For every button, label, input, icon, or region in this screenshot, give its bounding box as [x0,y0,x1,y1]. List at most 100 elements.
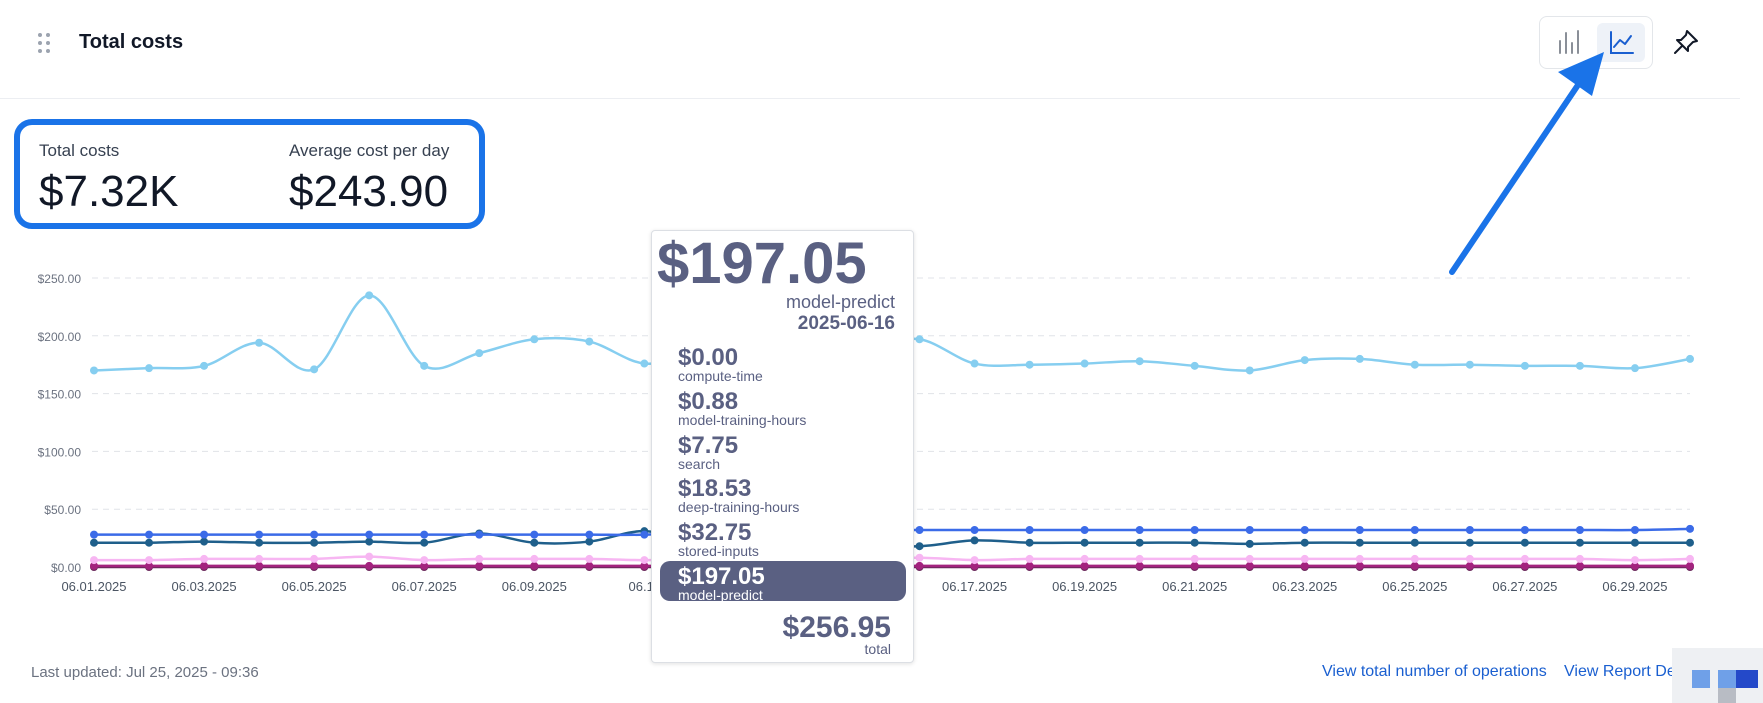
data-point-search [255,554,264,563]
data-point-search [1410,554,1419,563]
data-point-search [530,554,539,563]
data-point-deep-training-hours [585,537,594,546]
chart-tooltip: $197.05 model-predict 2025-06-16 $0.00 co… [651,230,914,663]
data-point-stored-inputs [1300,526,1309,535]
data-point-model-predict [1410,360,1419,369]
data-point-model-predict [1630,364,1639,373]
data-point-model-training-hours [90,561,98,570]
data-point-stored-inputs [1686,524,1694,533]
data-point-search [1575,554,1584,563]
data-point-stored-inputs [200,530,209,539]
data-point-search [1190,554,1199,563]
view-report-link[interactable]: View Report De [1564,663,1676,680]
data-point-stored-inputs [145,530,154,539]
data-point-deep-training-hours [1410,538,1419,547]
data-point-model-predict [90,366,98,375]
x-tick-label: 06.19.2025 [1052,579,1117,594]
data-point-deep-training-hours [365,537,374,546]
data-point-model-training-hours [365,561,374,570]
tooltip-item: $18.53 deep-training-hours [678,475,800,515]
data-point-search [1300,554,1309,563]
data-point-deep-training-hours [1686,538,1694,547]
data-point-stored-inputs [585,530,594,539]
data-point-model-predict [310,365,319,374]
data-point-stored-inputs [90,530,98,539]
tooltip-series: model-predict [785,292,895,312]
data-point-search [365,552,374,561]
kpi-highlight-box: Total costs $7.32K Average cost per day … [14,119,485,229]
chart-type-toggle [1539,16,1653,69]
data-point-search [1630,556,1639,565]
data-point-search [145,556,154,565]
data-point-deep-training-hours [255,538,264,547]
tooltip-date: 2025-06-16 [797,313,895,334]
data-point-deep-training-hours [530,538,539,547]
x-tick-label: 06.09.2025 [502,579,567,594]
data-point-model-training-hours [255,561,264,570]
data-point-search [1245,554,1254,563]
data-point-deep-training-hours [1245,539,1254,548]
data-point-model-predict [585,337,594,346]
data-point-search [640,556,649,565]
data-point-deep-training-hours [1135,538,1144,547]
data-point-model-training-hours [310,561,319,570]
drag-handle-icon[interactable] [38,33,52,53]
data-point-model-training-hours [1190,561,1199,570]
data-point-model-training-hours [200,561,209,570]
line-chart-button[interactable] [1597,23,1645,62]
tooltip-item-highlighted: $197.05 model-predict [678,563,765,603]
bar-chart-button[interactable] [1546,23,1594,62]
data-point-deep-training-hours [1465,538,1474,547]
tooltip-item: $0.00 compute-time [678,344,763,384]
tooltip-item: $0.88 model-training-hours [678,388,807,428]
data-point-deep-training-hours [1080,538,1089,547]
data-point-model-predict [1686,354,1694,363]
tooltip-total: $256.95 [782,611,891,644]
data-point-model-predict [1520,361,1529,370]
data-point-deep-training-hours [1520,538,1529,547]
data-point-deep-training-hours [1630,538,1639,547]
data-point-model-training-hours [1575,561,1584,570]
tooltip-total-label: total [864,641,891,657]
data-point-model-training-hours [1300,561,1309,570]
x-tick-label: 06.25.2025 [1382,579,1447,594]
data-point-model-training-hours [475,561,484,570]
pin-button[interactable] [1671,27,1701,57]
y-tick-label: $100.00 [38,445,82,459]
y-tick-label: $250.00 [38,272,82,286]
data-point-deep-training-hours [310,538,319,547]
data-point-model-training-hours [145,561,154,570]
data-point-deep-training-hours [145,538,154,547]
view-operations-link[interactable]: View total number of operations [1322,663,1547,680]
data-point-stored-inputs [420,530,429,539]
data-point-model-predict [1465,360,1474,369]
data-point-deep-training-hours [1300,538,1309,547]
data-point-model-training-hours [1465,561,1474,570]
data-point-model-training-hours [1245,561,1254,570]
x-tick-label: 06.03.2025 [172,579,237,594]
data-point-search [475,554,484,563]
y-tick-label: $0.00 [51,561,81,575]
page-title: Total costs [79,31,184,53]
x-tick-label: 06.05.2025 [282,579,347,594]
data-point-model-predict [1300,356,1309,365]
data-point-model-predict [1245,366,1254,375]
data-point-deep-training-hours [915,542,924,551]
tooltip-item: $32.75 stored-inputs [678,519,759,559]
y-tick-label: $50.00 [44,503,81,517]
data-point-stored-inputs [1245,526,1254,535]
data-point-stored-inputs [365,530,374,539]
pin-icon [1674,30,1698,54]
data-point-deep-training-hours [1575,538,1584,547]
data-point-search [1135,554,1144,563]
data-point-model-predict [420,361,429,370]
data-point-stored-inputs [310,530,319,539]
data-point-model-predict [1355,354,1364,363]
data-point-search [1686,554,1694,563]
kpi-value-average: $243.90 [289,167,449,216]
data-point-model-predict [1190,361,1199,370]
data-point-model-predict [1575,361,1584,370]
data-point-model-training-hours [1520,561,1529,570]
widget-header: Total costs [0,0,1740,99]
x-tick-label: 06.21.2025 [1162,579,1227,594]
